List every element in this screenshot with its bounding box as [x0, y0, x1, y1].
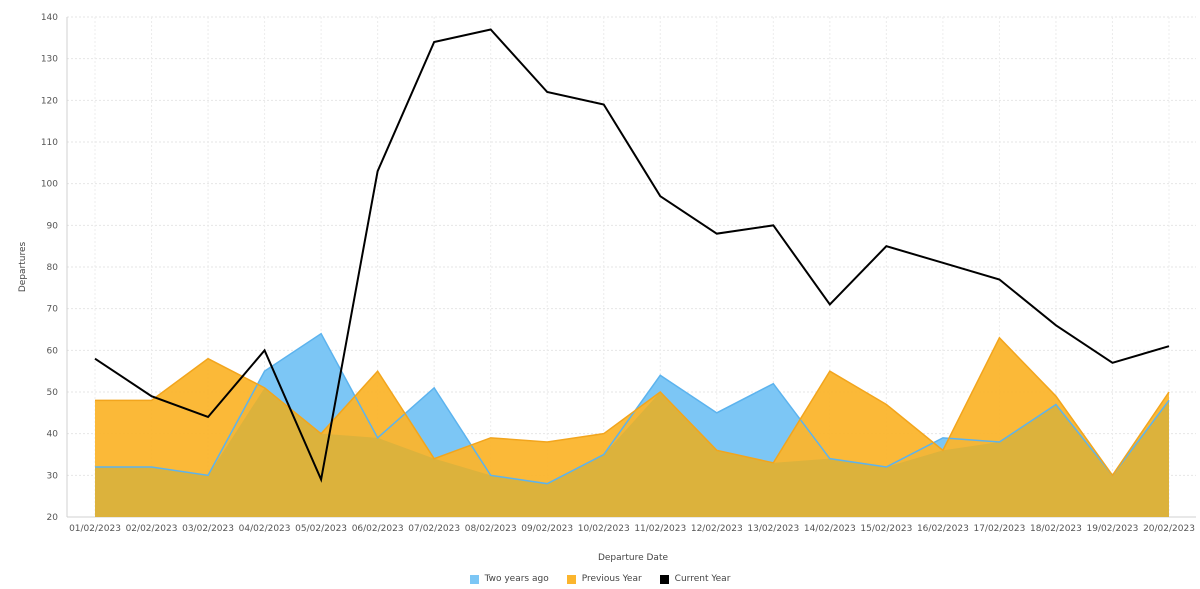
y-tick-label: 70 — [47, 305, 59, 315]
x-axis-title: Departure Date — [598, 553, 669, 563]
y-axis-title: Departures — [18, 242, 28, 293]
legend-label: Two years ago — [484, 574, 549, 584]
legend: Two years ago Previous Year Current Year — [0, 574, 1200, 584]
series-lines — [94, 28, 1170, 485]
x-tick-label: 12/02/2023 — [691, 524, 743, 534]
y-tick-label: 90 — [47, 221, 59, 231]
y-tick-label: 110 — [41, 138, 58, 148]
x-tick-label: 14/02/2023 — [804, 524, 856, 534]
x-tick-label: 15/02/2023 — [860, 524, 912, 534]
x-tick-label: 01/02/2023 — [69, 524, 121, 534]
legend-item[interactable]: Current Year — [659, 574, 731, 584]
y-tick-label: 130 — [41, 55, 58, 65]
x-tick-label: 08/02/2023 — [465, 524, 517, 534]
y-tick-label: 50 — [47, 388, 59, 398]
y-tick-label: 120 — [41, 96, 58, 106]
x-tick-label: 18/02/2023 — [1030, 524, 1082, 534]
line-current-year — [94, 28, 1170, 483]
x-tick-label: 09/02/2023 — [521, 524, 573, 534]
line-previous-year — [95, 336, 1170, 477]
y-tick-label: 140 — [41, 13, 58, 23]
y-tick-label: 30 — [47, 471, 59, 481]
x-tick-label: 06/02/2023 — [352, 524, 404, 534]
x-tick-label: 10/02/2023 — [578, 524, 630, 534]
x-tick-label: 03/02/2023 — [182, 524, 234, 534]
y-tick-label: 80 — [47, 263, 59, 273]
x-tick-labels: 01/02/2023 02/02/2023 03/02/2023 04/02/2023… — [69, 524, 1195, 534]
line-two-years-ago — [95, 332, 1170, 485]
x-tick-label: 19/02/2023 — [1087, 524, 1139, 534]
x-tick-label: 04/02/2023 — [239, 524, 291, 534]
legend-label: Previous Year — [581, 574, 642, 584]
x-tick-label: 13/02/2023 — [747, 524, 799, 534]
y-tick-label: 20 — [47, 513, 59, 523]
x-tick-label: 20/02/2023 — [1143, 524, 1195, 534]
x-tick-label: 11/02/2023 — [634, 524, 686, 534]
legend-swatch — [469, 574, 479, 584]
x-tick-label: 05/02/2023 — [295, 524, 347, 534]
area-overlap — [95, 387, 1169, 517]
x-tick-label: 07/02/2023 — [408, 524, 460, 534]
legend-label: Current Year — [674, 574, 731, 584]
x-tick-label: 02/02/2023 — [126, 524, 178, 534]
y-tick-label: 100 — [41, 180, 58, 190]
series-areas — [95, 333, 1169, 517]
legend-swatch — [566, 574, 576, 584]
y-tick-label: 60 — [47, 346, 59, 356]
legend-item[interactable]: Two years ago — [469, 574, 549, 584]
y-tick-label: 40 — [47, 430, 59, 440]
legend-swatch — [659, 574, 669, 584]
x-tick-label: 16/02/2023 — [917, 524, 969, 534]
legend-item[interactable]: Previous Year — [566, 574, 642, 584]
x-tick-label: 17/02/2023 — [973, 524, 1025, 534]
y-tick-labels: 20 30 40 50 60 70 80 90 100 110 120 130 140 — [41, 13, 58, 523]
